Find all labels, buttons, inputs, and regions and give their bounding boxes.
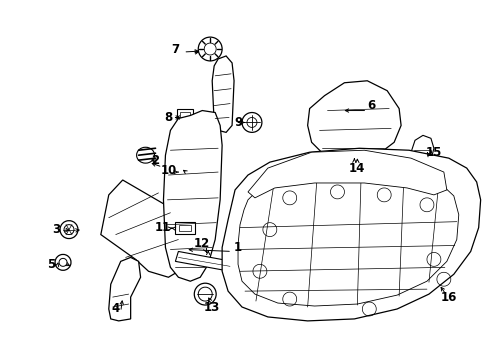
Text: 7: 7 <box>171 42 179 55</box>
Polygon shape <box>343 162 370 172</box>
Polygon shape <box>101 180 200 277</box>
Text: 8: 8 <box>164 111 172 124</box>
Text: 2: 2 <box>151 154 159 167</box>
Text: 3: 3 <box>52 223 60 236</box>
Polygon shape <box>179 225 191 231</box>
Polygon shape <box>212 56 234 132</box>
Text: 16: 16 <box>440 291 456 303</box>
Polygon shape <box>410 135 433 165</box>
Text: 14: 14 <box>348 162 365 175</box>
Polygon shape <box>307 81 400 162</box>
Polygon shape <box>175 251 232 271</box>
Text: 6: 6 <box>366 99 375 112</box>
Text: 1: 1 <box>233 241 242 254</box>
Text: 10: 10 <box>160 163 176 176</box>
Text: 9: 9 <box>233 116 242 129</box>
Polygon shape <box>222 148 480 321</box>
Text: 4: 4 <box>111 302 120 315</box>
Polygon shape <box>180 112 190 120</box>
Text: 5: 5 <box>47 258 55 271</box>
Polygon shape <box>175 222 195 234</box>
Polygon shape <box>163 111 222 281</box>
Text: 12: 12 <box>194 237 210 250</box>
Text: 11: 11 <box>154 221 170 234</box>
Polygon shape <box>108 257 141 321</box>
Polygon shape <box>238 168 458 306</box>
Text: 13: 13 <box>203 301 220 314</box>
Polygon shape <box>247 150 446 198</box>
Text: 15: 15 <box>425 146 441 159</box>
Polygon shape <box>177 109 193 122</box>
